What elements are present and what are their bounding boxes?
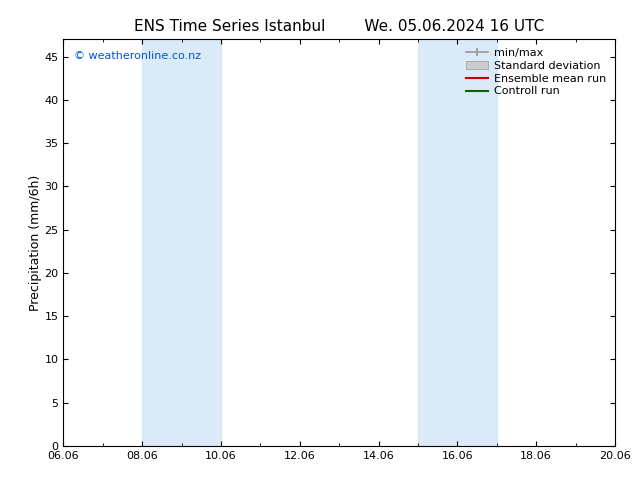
Text: © weatheronline.co.nz: © weatheronline.co.nz (74, 51, 202, 61)
Bar (142, 39, 221, 446)
Bar (418, 39, 497, 446)
Legend: min/max, Standard deviation, Ensemble mean run, Controll run: min/max, Standard deviation, Ensemble me… (463, 45, 609, 100)
Y-axis label: Precipitation (mm/6h): Precipitation (mm/6h) (29, 174, 42, 311)
Title: ENS Time Series Istanbul        We. 05.06.2024 16 UTC: ENS Time Series Istanbul We. 05.06.2024 … (134, 19, 545, 34)
